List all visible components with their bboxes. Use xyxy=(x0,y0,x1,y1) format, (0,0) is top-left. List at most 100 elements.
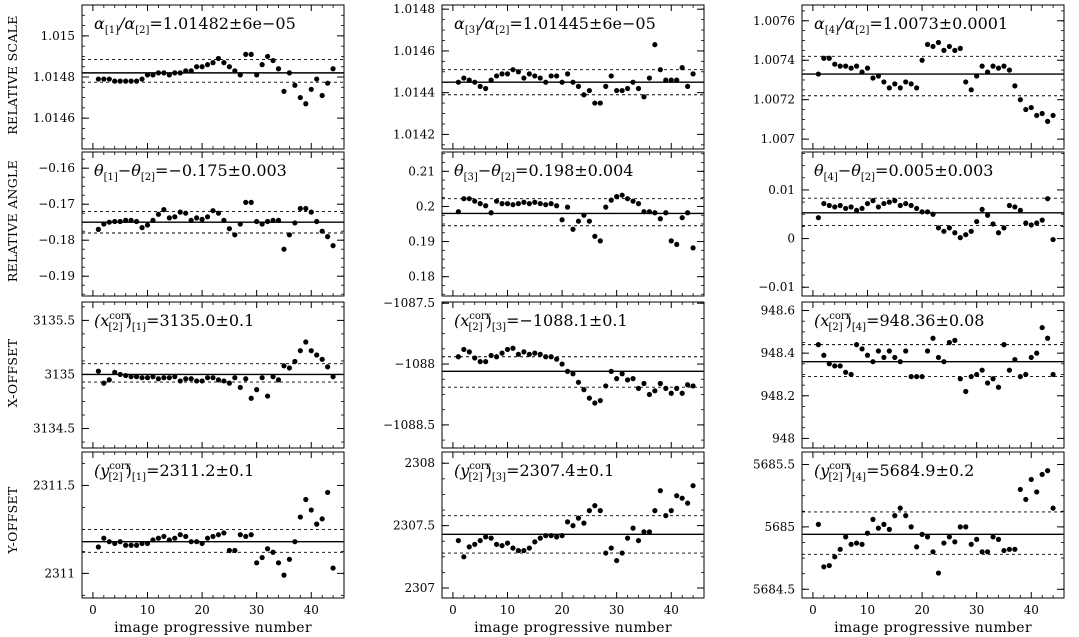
data-point xyxy=(559,79,565,85)
data-point xyxy=(903,348,909,354)
data-point xyxy=(314,218,320,225)
data-point xyxy=(674,493,680,499)
data-point xyxy=(968,87,974,93)
data-point xyxy=(657,216,663,222)
panel-r4c1: 0 10 20 30 40 2311 2311.5 (ycorr [2])[1]=2311.2±… xyxy=(33,451,345,617)
data-point xyxy=(292,358,298,365)
data-point xyxy=(521,547,527,554)
data-point xyxy=(526,201,532,207)
data-point xyxy=(832,204,838,210)
y-tick-label: 1.0072 xyxy=(753,93,795,107)
data-point xyxy=(330,565,336,571)
data-point xyxy=(161,375,167,381)
data-point xyxy=(537,201,543,207)
data-point xyxy=(581,212,587,218)
data-point xyxy=(995,384,1002,390)
y-tick-label: 1.0148 xyxy=(33,70,75,84)
y-tick-label: 0.21 xyxy=(408,164,435,178)
data-point xyxy=(477,201,483,207)
data-point xyxy=(815,342,821,348)
y-tick-label: 2311.5 xyxy=(33,478,75,492)
data-point xyxy=(624,377,631,383)
panel-r3c3: 948 948.2 948.4 948.6 (xcorr [2])[4]=948.36±0… xyxy=(761,301,1065,449)
data-point xyxy=(515,547,522,554)
panel-r2c1: −0.19 −0.18 −0.17 −0.16 θ[1]−θ[2]=−0.175±0.0… xyxy=(38,151,345,297)
data-point xyxy=(292,220,298,226)
data-point xyxy=(155,535,162,541)
data-point xyxy=(892,198,898,204)
x-tick-label: 30 xyxy=(249,603,264,617)
data-point xyxy=(504,201,511,207)
data-point xyxy=(641,209,647,215)
data-point xyxy=(919,209,925,215)
data-point xyxy=(232,232,238,238)
data-point xyxy=(908,202,914,209)
data-point xyxy=(559,533,565,539)
data-point xyxy=(477,359,483,365)
data-point xyxy=(619,371,625,377)
data-point xyxy=(150,374,156,380)
annot-sub1: [1] xyxy=(104,172,118,183)
data-point xyxy=(521,349,527,355)
data-point xyxy=(493,354,500,360)
data-point xyxy=(161,207,167,213)
data-point xyxy=(499,71,505,77)
data-point xyxy=(270,217,276,223)
y-tick-label: 948.4 xyxy=(761,346,796,360)
data-point xyxy=(592,100,598,106)
data-point xyxy=(264,393,271,399)
data-point xyxy=(286,556,293,562)
data-point xyxy=(957,524,963,530)
data-point xyxy=(564,368,571,374)
y-tick-label: −0.19 xyxy=(38,269,75,283)
data-point xyxy=(286,70,293,76)
data-point xyxy=(679,65,685,71)
data-point xyxy=(914,85,920,91)
data-point xyxy=(864,530,871,536)
data-point xyxy=(979,63,985,69)
y-tick-label: 0.19 xyxy=(408,235,435,249)
data-point xyxy=(526,545,532,551)
data-point xyxy=(1006,546,1013,552)
data-point xyxy=(663,77,669,83)
data-point xyxy=(1023,106,1029,113)
data-point xyxy=(554,356,560,362)
data-point xyxy=(303,496,309,503)
data-point xyxy=(559,217,565,223)
data-point xyxy=(499,201,505,207)
data-point xyxy=(870,516,876,522)
data-point xyxy=(963,79,969,85)
data-point xyxy=(259,221,265,227)
data-point xyxy=(608,545,614,551)
annot-sub1: [2] xyxy=(468,472,482,483)
data-point xyxy=(1039,471,1045,478)
data-point xyxy=(919,373,925,380)
data-point xyxy=(144,222,151,228)
data-point xyxy=(117,539,123,545)
y-tick-label: 1.0146 xyxy=(33,111,75,125)
data-point xyxy=(848,371,854,378)
data-point xyxy=(264,546,271,552)
data-point xyxy=(183,210,189,216)
data-point xyxy=(821,564,827,570)
data-point xyxy=(232,68,238,74)
data-point xyxy=(543,533,549,539)
data-point xyxy=(957,376,963,382)
data-point xyxy=(995,536,1002,542)
data-point xyxy=(826,562,832,569)
data-point xyxy=(95,226,101,232)
data-point xyxy=(254,218,260,225)
data-point xyxy=(592,400,598,406)
annot-value: =1.0073±0.0001 xyxy=(869,14,1008,33)
data-point xyxy=(455,79,461,85)
data-point xyxy=(1012,204,1018,210)
data-point xyxy=(226,547,232,554)
data-point xyxy=(946,225,952,231)
data-point xyxy=(1006,202,1013,209)
data-point xyxy=(537,535,543,541)
data-point xyxy=(564,519,571,525)
annot-prefix: (y xyxy=(454,461,470,480)
data-point xyxy=(526,71,532,77)
data-point xyxy=(1034,489,1040,495)
data-point xyxy=(504,540,511,546)
